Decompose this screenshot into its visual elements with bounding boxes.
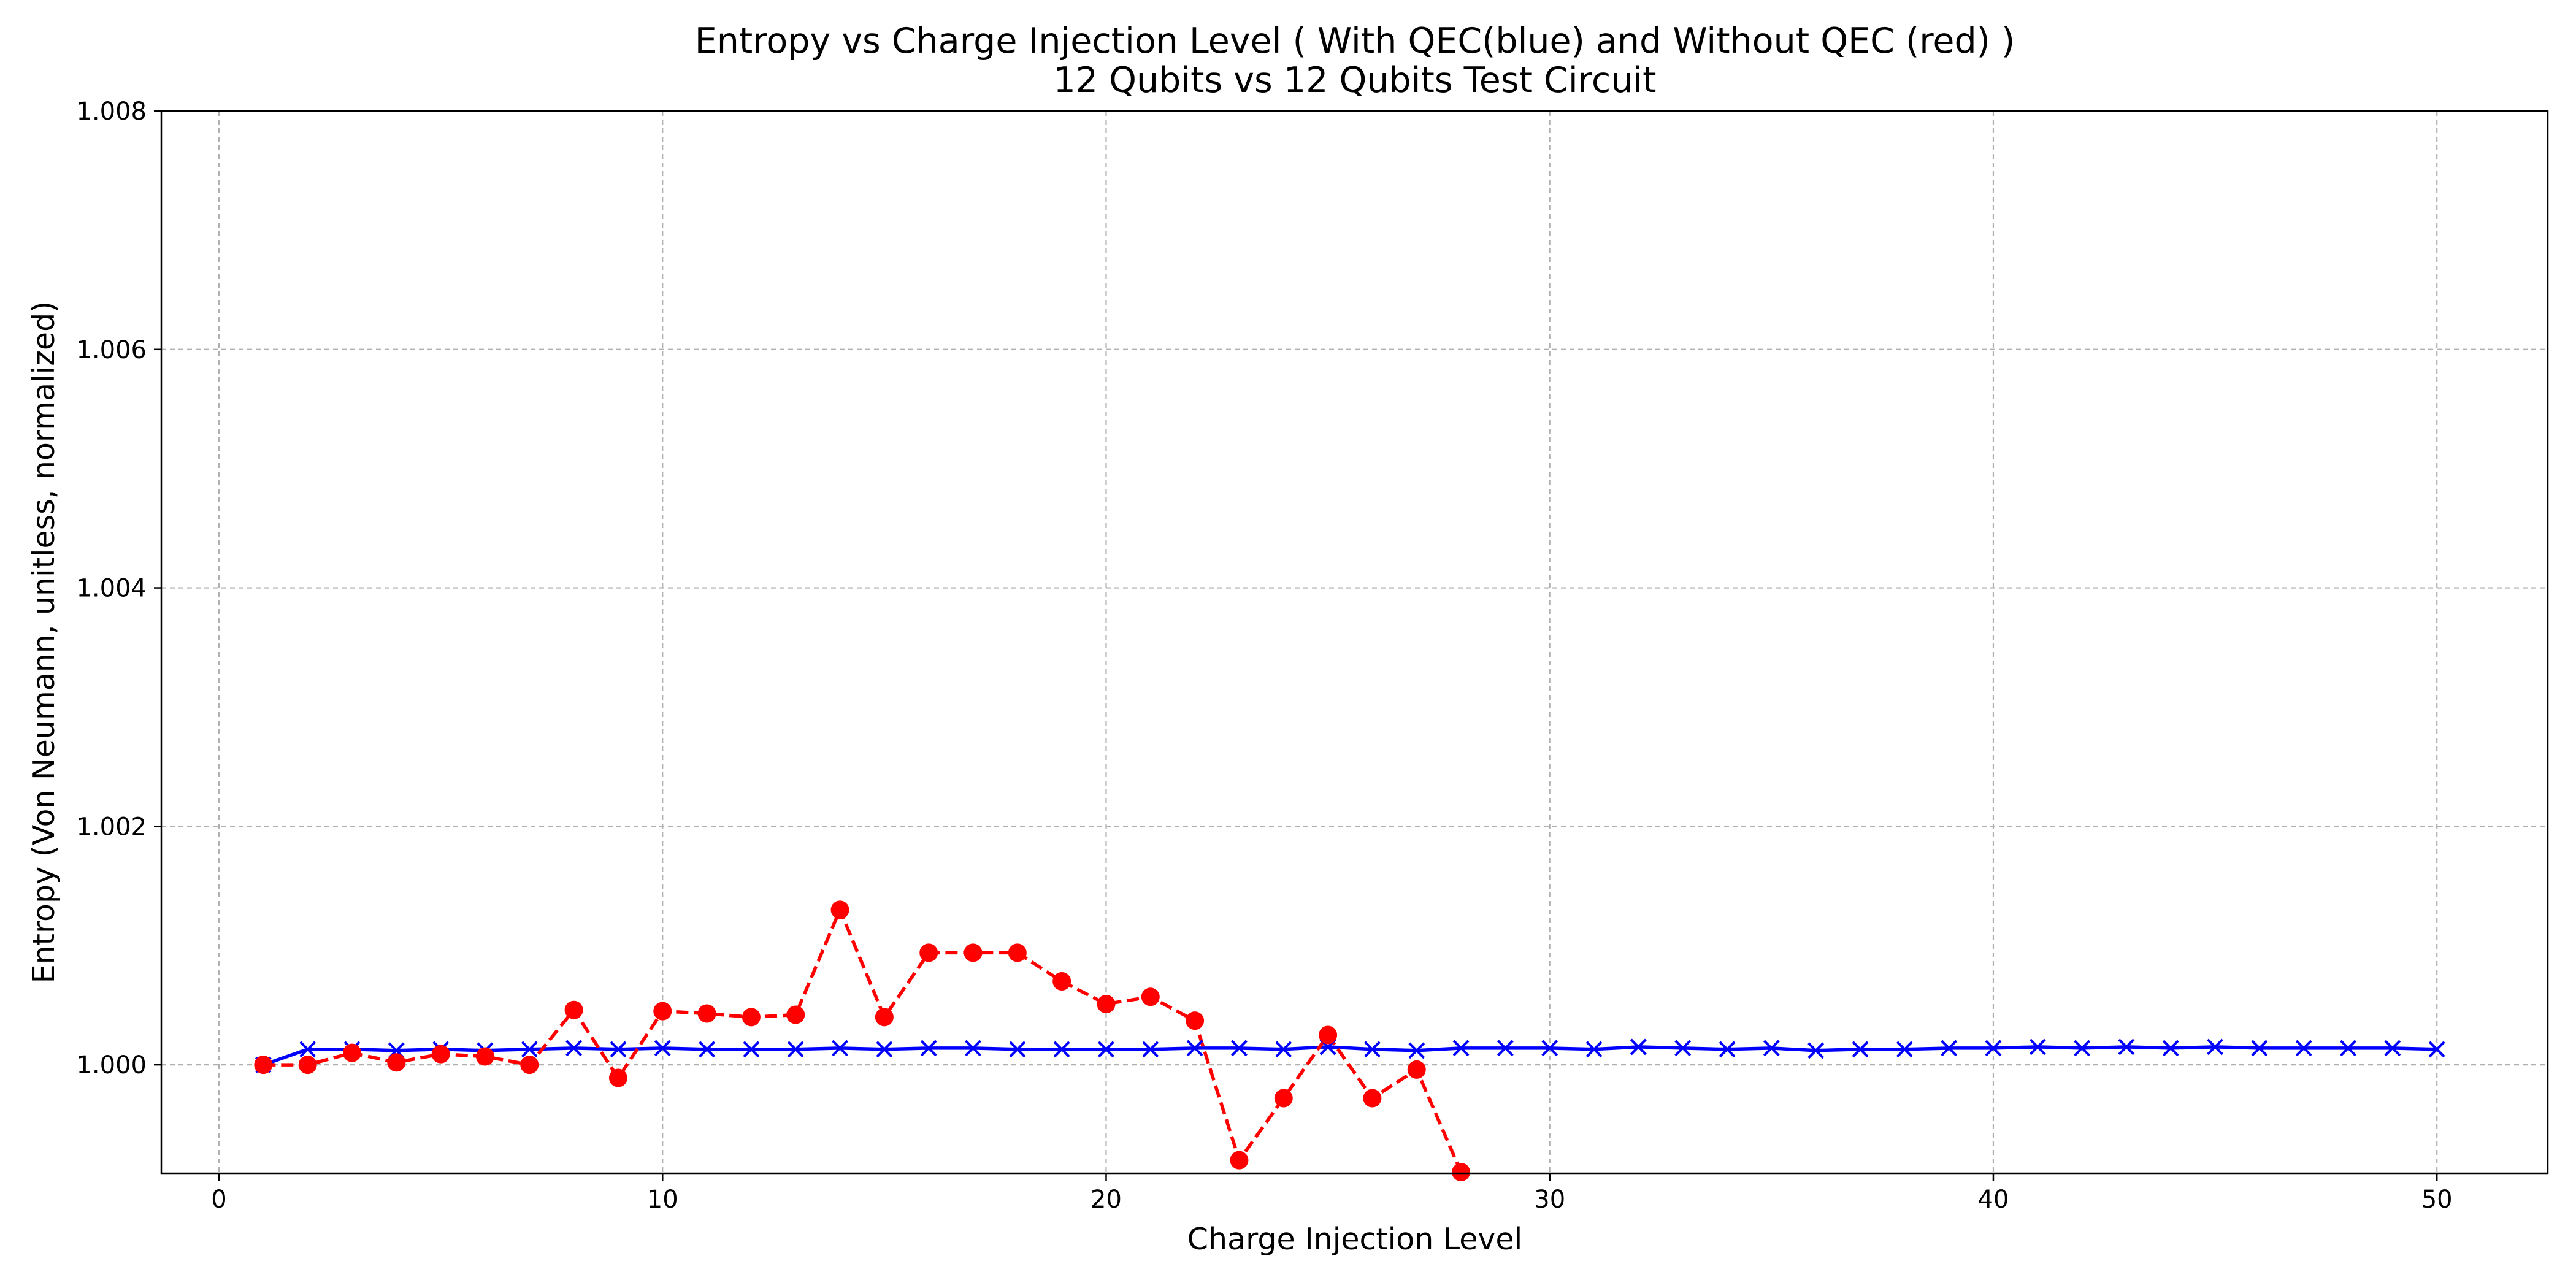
y-axis-label: Entropy (Von Neumann, unitless, normaliz…: [26, 301, 61, 984]
y-tick-label: 1.006: [76, 336, 147, 364]
data-point: [2118, 1038, 2135, 1056]
data-point: [1719, 1041, 1736, 1058]
data-point: [299, 1041, 316, 1058]
data-point: [1630, 1038, 1647, 1056]
x-tick-label: 50: [2421, 1186, 2453, 1214]
data-point: [920, 1040, 937, 1057]
chart-subtitle: 12 Qubits vs 12 Qubits Test Circuit: [1053, 60, 1656, 101]
data-point: [653, 1002, 672, 1021]
data-point: [2207, 1038, 2223, 1056]
series-line-2: [263, 908, 1463, 1173]
data-point: [1896, 1041, 1913, 1058]
data-point: [965, 1040, 981, 1057]
x-tick-label: 10: [647, 1186, 678, 1214]
plot-markers: [254, 900, 2445, 1182]
data-point: [1052, 972, 1071, 991]
data-point: [298, 1056, 317, 1075]
data-point: [742, 1008, 761, 1027]
x-axis: 0 10 20 30 40 50: [211, 1173, 2453, 1214]
data-point: [608, 1068, 627, 1087]
data-point: [1452, 1163, 1471, 1182]
data-point: [1497, 1040, 1514, 1057]
plot-series: [263, 908, 2437, 1173]
data-point: [1941, 1040, 1958, 1057]
x-axis-label: Charge Injection Level: [1187, 1222, 1522, 1257]
data-point: [1319, 1025, 1338, 1045]
data-point: [1763, 1040, 1780, 1057]
data-point: [387, 1053, 406, 1072]
y-tick-label: 1.004: [76, 575, 147, 603]
data-point: [2384, 1040, 2401, 1057]
data-point: [1008, 943, 1027, 962]
data-point: [2295, 1040, 2312, 1057]
data-point: [1141, 987, 1160, 1006]
data-point: [1541, 1040, 1558, 1057]
series-line-1: [263, 1045, 2437, 1067]
data-point: [964, 943, 983, 962]
x-tick-label: 30: [1534, 1186, 1565, 1214]
data-point: [1674, 1040, 1692, 1057]
data-point: [1231, 1040, 1248, 1057]
data-point: [697, 1004, 716, 1023]
data-point: [254, 1056, 273, 1075]
data-point: [2340, 1040, 2356, 1057]
data-point: [1585, 1041, 1603, 1058]
data-point: [2074, 1040, 2091, 1057]
y-axis: 1.000 1.002 1.004 1.006 1.008: [76, 98, 161, 1079]
data-point: [1142, 1041, 1159, 1058]
data-point: [1452, 1040, 1470, 1057]
data-point: [1852, 1041, 1869, 1058]
data-point: [1363, 1089, 1382, 1108]
y-tick-label: 1.008: [76, 98, 147, 126]
y-tick-label: 1.000: [76, 1051, 147, 1079]
data-point: [743, 1041, 760, 1058]
data-point: [1274, 1089, 1293, 1108]
data-point: [2162, 1040, 2179, 1057]
data-point: [919, 943, 938, 962]
data-point: [520, 1056, 539, 1075]
data-point: [342, 1043, 361, 1062]
data-point: [1186, 1040, 1203, 1057]
data-point: [1807, 1042, 1825, 1059]
data-point: [1230, 1151, 1249, 1170]
data-point: [1275, 1041, 1292, 1058]
data-point: [875, 1008, 894, 1027]
data-point: [431, 1045, 450, 1064]
data-point: [1009, 1041, 1026, 1058]
data-point: [699, 1041, 715, 1058]
data-point: [565, 1040, 583, 1057]
data-point: [521, 1041, 538, 1058]
data-point: [876, 1041, 893, 1058]
x-tick-label: 40: [1978, 1186, 2009, 1214]
data-point: [610, 1041, 627, 1058]
x-tick-label: 0: [211, 1186, 226, 1214]
data-point: [475, 1047, 494, 1066]
data-point: [2029, 1038, 2046, 1056]
data-point: [1985, 1040, 2002, 1057]
chart-title: Entropy vs Charge Injection Level ( With…: [695, 21, 2015, 61]
x-tick-label: 20: [1091, 1186, 1122, 1214]
data-point: [1098, 1041, 1114, 1058]
plot-frame: [160, 110, 2549, 1175]
data-point: [832, 1040, 848, 1057]
data-point: [1186, 1011, 1205, 1030]
data-point: [2428, 1041, 2445, 1058]
y-tick-label: 1.002: [76, 813, 147, 841]
data-point: [1407, 1060, 1426, 1079]
data-point: [1053, 1041, 1070, 1058]
data-point: [1364, 1041, 1381, 1058]
data-point: [654, 1040, 671, 1057]
data-point: [787, 1041, 804, 1058]
data-point: [786, 1005, 805, 1024]
data-point: [830, 900, 849, 919]
data-point: [564, 1000, 583, 1019]
data-point: [1097, 994, 1116, 1013]
data-point: [2251, 1040, 2268, 1057]
data-point: [1408, 1042, 1425, 1059]
